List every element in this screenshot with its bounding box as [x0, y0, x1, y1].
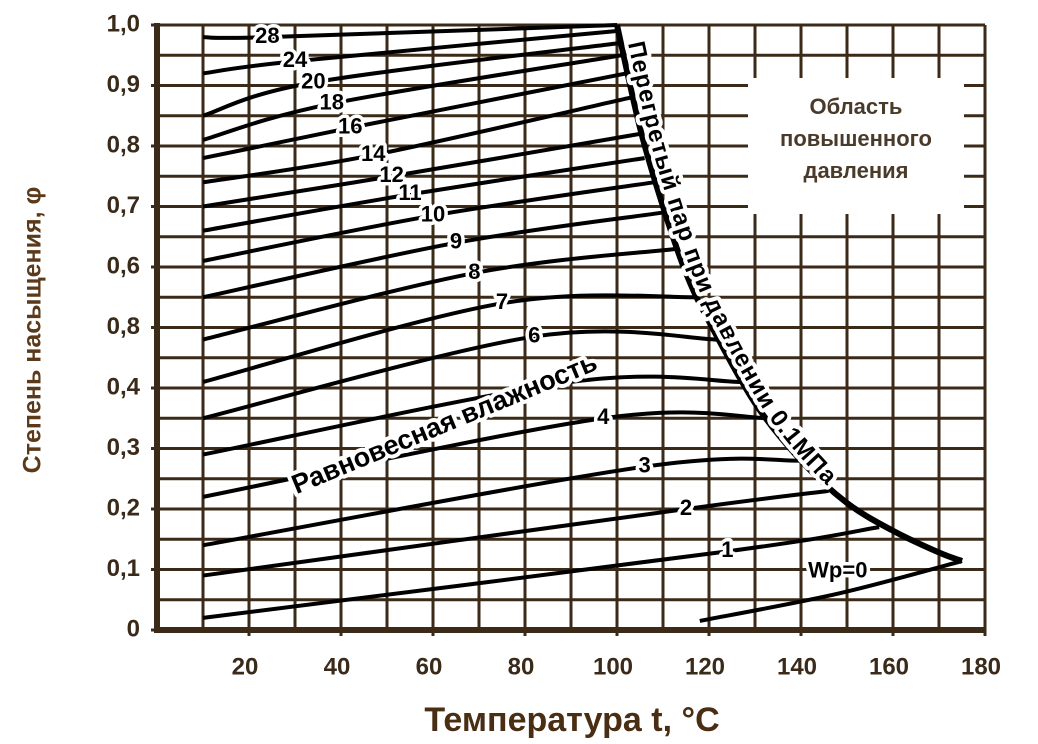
y-tick-label: 0,6 [107, 252, 140, 279]
curve-label: 9 [450, 229, 462, 254]
moisture-line [202, 156, 645, 233]
moisture-line [699, 559, 963, 623]
curve-label: 18 [320, 89, 344, 114]
curve-label: 6 [528, 322, 540, 347]
moisture-line [202, 456, 802, 548]
moisture-line [202, 95, 632, 185]
x-tick-label: 80 [508, 653, 535, 680]
moisture-line [202, 410, 769, 499]
y-tick-label: 1,0 [107, 10, 140, 37]
y-tick-label: 0,3 [107, 434, 140, 461]
moisture-line [202, 374, 742, 457]
curve-label: 8 [468, 259, 480, 284]
moisture-line [202, 131, 641, 209]
x-tick-label: 60 [416, 653, 443, 680]
curve-label: 24 [283, 47, 308, 72]
region-label-line: Область [810, 94, 903, 119]
y-tick-label: 0,8 [107, 313, 140, 340]
moisture-line [202, 53, 622, 142]
y-tick-label: 0,9 [107, 71, 140, 98]
x-tick-label: 180 [961, 653, 1001, 680]
moisture-line [202, 23, 618, 40]
x-tick-label: 20 [232, 653, 259, 680]
moisture-line [202, 488, 829, 578]
moisture-line [202, 71, 627, 161]
moisture-line [202, 180, 655, 263]
moisture-line [202, 293, 700, 384]
curve-label: 2 [680, 495, 692, 520]
y-tick-label: 0 [127, 615, 140, 642]
curve-label: 12 [379, 162, 403, 187]
region-box [748, 78, 964, 214]
moisture-line [202, 246, 678, 342]
x-tick-label: 120 [685, 653, 725, 680]
grid [151, 23, 987, 636]
y-tick-label: 0,2 [107, 494, 140, 521]
curve-label: 7 [496, 289, 508, 314]
curve-label: 4 [597, 404, 610, 429]
curve-label: 20 [301, 68, 325, 93]
curves [202, 23, 964, 623]
curve-label: 3 [638, 452, 650, 477]
curve-label: 11 [398, 180, 421, 205]
curve-label: 10 [421, 201, 445, 226]
x-tick-label: 140 [777, 653, 817, 680]
saturation-boundary [614, 24, 964, 564]
curve-label: 16 [338, 114, 362, 139]
curve-label: 1 [721, 537, 733, 562]
y-tick-label: 0,4 [107, 373, 141, 400]
curve-label: 28 [255, 23, 279, 48]
x-tick-label: 160 [869, 653, 909, 680]
y-tick-label: 0,1 [107, 555, 140, 582]
moisture-line [202, 29, 618, 76]
y-axis-title: Степень насыщения, φ [19, 187, 47, 474]
moisture-line [202, 329, 719, 421]
region-label-line: повышенного [780, 126, 932, 151]
region-label-line: давления [803, 158, 908, 183]
x-tick-label: 100 [593, 653, 633, 680]
moisture-line [202, 525, 880, 620]
curve-label: 14 [361, 141, 386, 166]
curve-label: Wp=0 [808, 558, 867, 583]
y-tick-label: 0,7 [107, 192, 140, 219]
y-tick-label: 0,8 [107, 131, 140, 158]
moisture-line [202, 210, 664, 300]
x-axis-title: Температура t, °C [424, 701, 719, 739]
moisture-line [202, 41, 620, 118]
x-tick-label: 40 [324, 653, 351, 680]
